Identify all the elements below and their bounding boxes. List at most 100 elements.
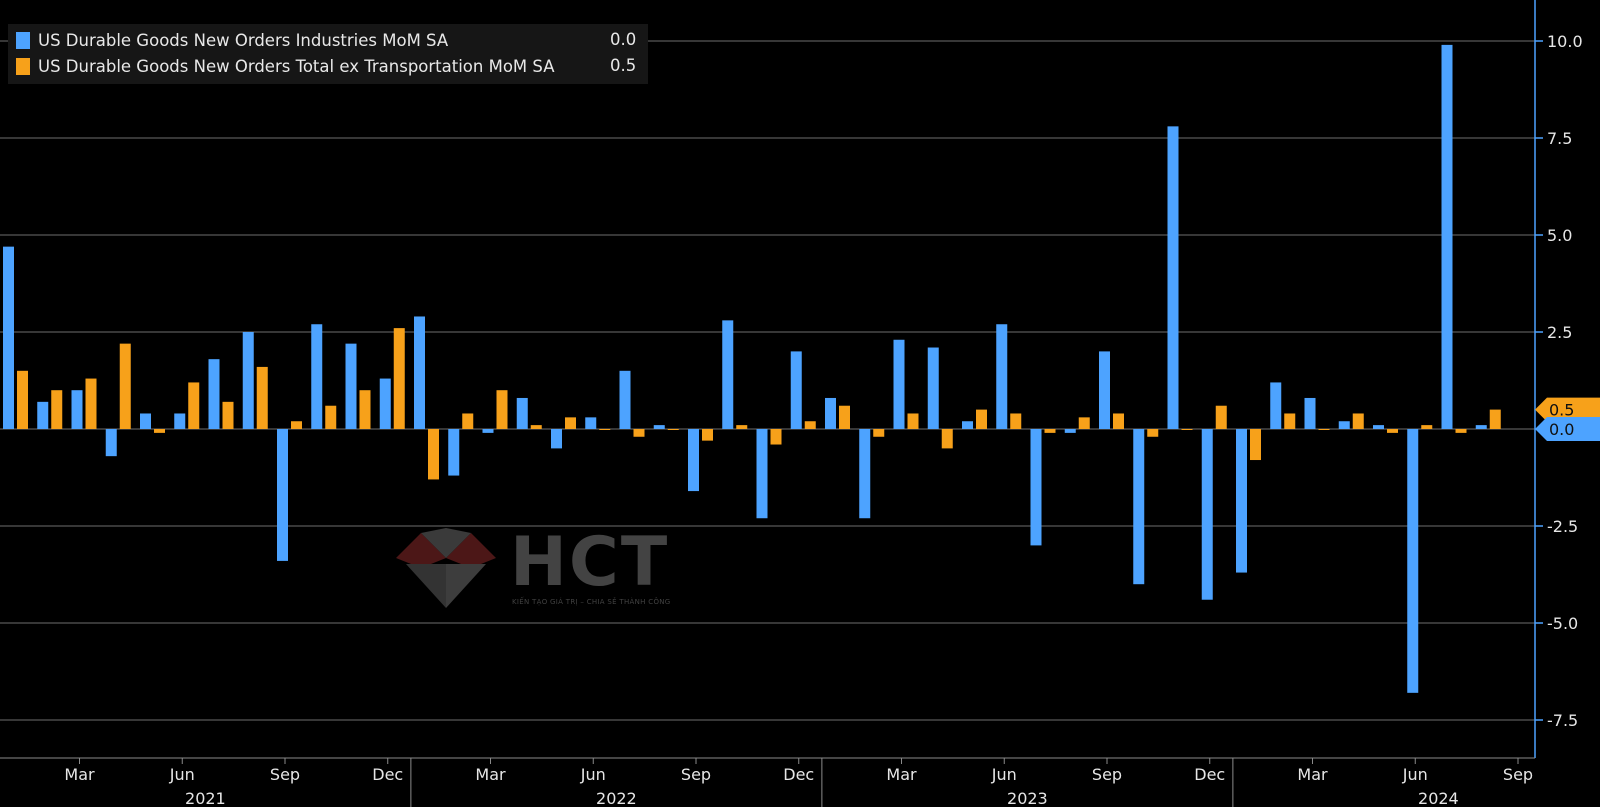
bar-industries [448,429,460,476]
hct-diamond-logo-icon [396,528,496,608]
bar-industries [551,429,562,449]
bar-industries [414,316,425,429]
bar-ex-transport [1113,413,1124,429]
y-tick-label: 2.5 [1547,323,1572,342]
watermark: HCT KIẾN TẠO GIÁ TRỊ – CHIA SẺ THÀNH CÔN… [396,523,676,618]
bar-industries [996,324,1008,429]
bar-industries [1030,429,1042,546]
x-tick-label: Mar [886,765,917,784]
bar-ex-transport [599,429,611,430]
axis-marker-ex-transport-label: 0.5 [1549,401,1574,420]
x-tick-label: Jun [169,765,195,784]
x-tick-label: Dec [372,765,403,784]
bar-industries [859,429,871,519]
bar-industries [311,324,323,429]
y-tick-label: -2.5 [1547,517,1578,536]
x-tick-label: Mar [1297,765,1328,784]
bar-industries [1064,429,1076,433]
bar-ex-transport [530,425,542,429]
bar-ex-transport [1250,429,1261,461]
bar-industries [1270,382,1282,429]
x-year-label: 2021 [185,789,226,807]
bar-industries [722,320,734,429]
bar-ex-transport [1284,413,1296,429]
bar-ex-transport [976,409,987,429]
bar-ex-transport [256,366,268,429]
bar-ex-transport [154,429,165,433]
x-year-label: 2022 [596,789,637,807]
bar-ex-transport [462,413,474,429]
y-tick-label: -5.0 [1547,614,1578,633]
y-tick-label: 10.0 [1547,32,1583,51]
bar-industries [619,370,631,429]
legend-item-industries[interactable]: US Durable Goods New Orders Industries M… [16,27,448,53]
bar-industries [1099,351,1110,429]
bar-industries [962,421,973,429]
x-tick-label: Dec [1194,765,1225,784]
bar-ex-transport [291,421,302,429]
bar-ex-transport [359,390,371,429]
bar-industries [1338,421,1350,429]
bar-industries [71,390,83,429]
x-tick-label: Jun [991,765,1017,784]
x-year-label: 2023 [1007,789,1048,807]
bar-industries [277,429,288,561]
legend-value-industries: 0.0 [610,30,637,49]
bar-industries [756,429,768,519]
bar-ex-transport [1010,413,1022,429]
bar-ex-transport [428,429,439,480]
bar-ex-transport [1352,413,1364,429]
bar-ex-transport [1147,429,1159,437]
bar-industries [1133,429,1145,585]
legend-label-industries: US Durable Goods New Orders Industries M… [38,30,449,50]
bar-industries [1236,429,1247,573]
bar-ex-transport [633,429,645,437]
bar-ex-transport [496,390,508,429]
legend-label-ex-transport: US Durable Goods New Orders Total ex Tra… [38,56,555,76]
bar-industries [1407,429,1419,693]
x-tick-label: Sep [270,765,300,784]
bar-ex-transport [873,429,885,437]
x-tick-label: Mar [475,765,506,784]
bar-industries [790,351,802,429]
x-tick-label: Sep [681,765,711,784]
bar-ex-transport [667,429,679,430]
bar-ex-transport [1489,409,1501,429]
bar-industries [140,413,151,429]
bar-ex-transport [1181,429,1193,430]
bar-ex-transport [702,429,713,441]
bar-ex-transport [51,390,63,429]
axis-marker-industries-label: 0.0 [1549,420,1574,439]
x-tick-label: Dec [783,765,814,784]
watermark-tagline: KIẾN TẠO GIÁ TRỊ – CHIA SẺ THÀNH CÔNG [512,598,671,606]
x-tick-label: Sep [1503,765,1533,784]
bar-ex-transport [393,328,405,429]
bar-industries [653,425,665,429]
legend: US Durable Goods New Orders Industries M… [8,24,648,84]
y-tick-label: -7.5 [1547,711,1578,730]
y-tick-label: 7.5 [1547,129,1572,148]
bar-industries [516,397,528,429]
bar-ex-transport [770,429,782,445]
bar-ex-transport [325,405,337,429]
x-tick-label: Jun [1402,765,1428,784]
bar-industries [3,246,14,429]
watermark-brand: HCT [510,523,670,602]
bar-ex-transport [565,417,576,429]
bar-ex-transport [1044,429,1056,433]
legend-item-ex-transport[interactable]: US Durable Goods New Orders Total ex Tra… [16,53,554,79]
bar-industries [1304,397,1316,429]
bar-industries [1475,425,1487,429]
bar-ex-transport [839,405,850,429]
bar-ex-transport [1455,429,1467,433]
bar-ex-transport [1421,425,1433,429]
bar-industries [482,429,494,433]
bar-industries [208,359,220,429]
bar-industries [379,378,391,429]
legend-swatch-blue [16,31,30,49]
bar-ex-transport [188,382,200,429]
bar-industries [893,339,905,429]
axis-marker-industries [1535,417,1600,441]
legend-swatch-orange [16,57,30,75]
